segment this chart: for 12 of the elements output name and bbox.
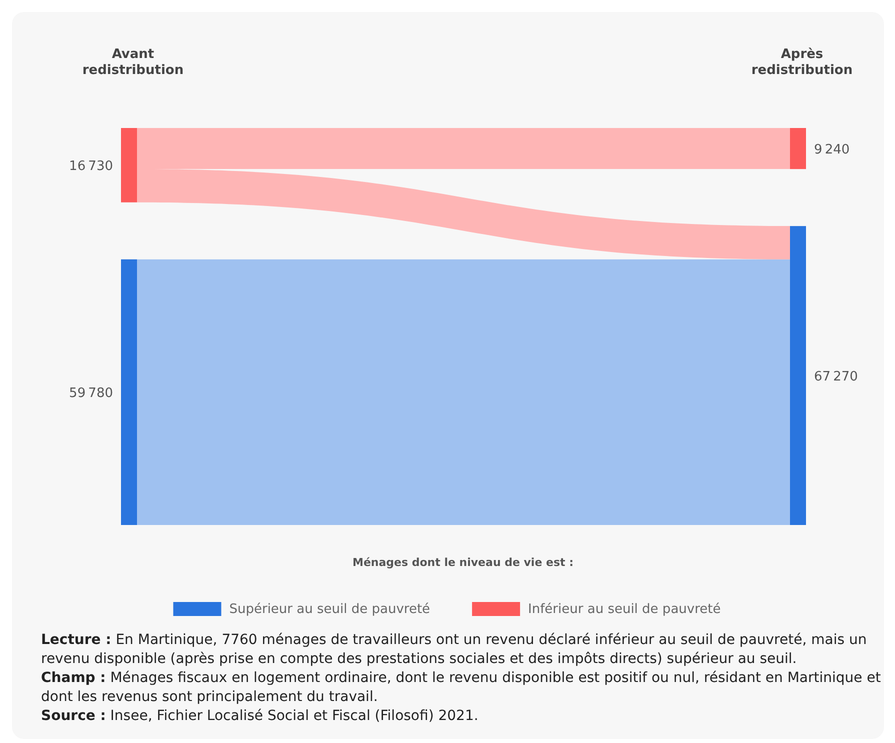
category-label: Après redistribution [751,47,853,78]
legend-title: Ménages dont le niveau de vie est : [352,556,574,569]
category-label: Avant redistribution [82,47,184,78]
legend-label: Supérieur au seuil de pauvreté [229,602,430,617]
text: Champ : Ménages fiscaux en logement ordinaire, dont le revenu disponible est positif ou nul, résidant en Martinique et dont les revenus sont principalement du travail. [41,670,882,705]
source-note: Source : Insee, Fichier Localisé Social et Fiscal (Filosofi) 2021. [41,708,478,724]
data-label: 59 780 [69,386,113,402]
text: Lecture : En Martinique, 7760 ménages de travailleurs ont un revenu déclaré inférieur au seuil de pauvreté, mais un revenu disponible (après prise en compte des prestations sociales et des impôts directs) supérieur au seuil. [41,632,867,667]
legend-label: Inférieur au seuil de pauvreté [528,602,721,617]
data-label: 16 730 [69,159,113,174]
data-label: 67 270 [814,370,858,385]
data-label: 9 240 [814,142,850,158]
